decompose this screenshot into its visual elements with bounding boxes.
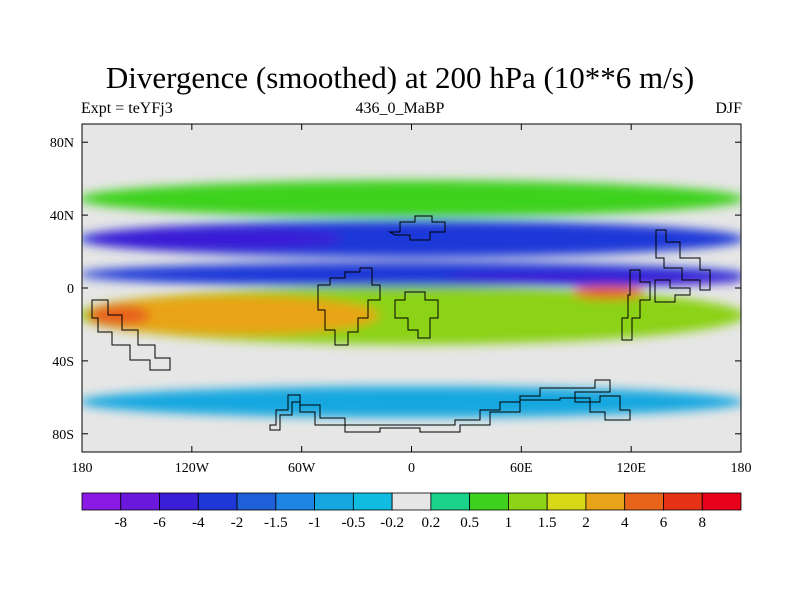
colorbar-swatch [701,492,742,511]
colorbar-label: -1 [308,515,321,531]
coastline-segment [394,291,439,339]
y-tick-label: 40N [50,209,74,224]
coastline-segment [654,279,691,303]
colorbar-label: -2 [231,515,244,531]
colorbar-label: 0.2 [422,515,441,531]
coastline-segment [655,229,711,291]
y-tick-label: 80N [50,136,74,151]
colorbar-swatch [663,492,703,511]
experiment-label: Expt = teYFj3 [81,100,173,117]
colorbar-label: 6 [660,515,668,531]
colorbar-label: -1.5 [264,515,288,531]
colorbar-label: -0.5 [341,515,365,531]
colorbar: -8 -6 -4 -2 -1.5 -1 -0.5 -0.2 0.2 0.5 1 1.5 2 4 6 8 [81,492,742,531]
colorbar-label: -0.2 [380,515,404,531]
y-tick-label: 40S [52,355,74,370]
colorbar-label: 2 [582,515,590,531]
field-southern-subtropical-core [87,227,343,250]
colorbar-label: 1 [505,515,513,531]
colorbar-label: -6 [153,515,166,531]
colorbar-swatch [197,492,238,511]
colorbar-swatch [624,492,664,511]
coastline-segment [269,379,631,433]
field-equatorial-core-east [444,271,741,287]
colorbar-swatch [469,492,509,511]
coastline-segment [317,267,381,346]
y-tick-label: 80S [52,428,74,443]
x-tick-label: 60W [288,461,316,476]
colorbar-label: 4 [621,515,629,531]
field-indian-ocean-peak [572,286,645,300]
coastlines [91,215,711,433]
colorbar-swatch [546,492,587,511]
x-tick-label: 180 [72,461,93,476]
colorbar-swatch [159,492,199,511]
x-tick-label: 60E [510,461,533,476]
colorbar-swatch [391,492,432,511]
colorbar-swatch [120,492,160,511]
x-tick-label: 120W [175,461,210,476]
coastline-segment [388,215,446,241]
x-tick-label: 120E [616,461,646,476]
chart-title: Divergence (smoothed) at 200 hPa (10**6 … [105,60,695,95]
colorbar-swatch [508,492,548,511]
colorbar-swatch [275,492,315,511]
colorbar-swatch [585,492,626,511]
colorbar-label: 8 [698,515,706,531]
field-tropical-divergence-core-west [87,295,379,336]
field-southern-midlatitude-band [82,386,741,418]
colorbar-label: 1.5 [538,515,557,531]
colorbar-swatch [236,492,277,511]
colorbar-swatch [352,492,393,511]
divergence-fields [82,180,741,418]
run-id-label: 436_0_MaBP [355,100,445,117]
axes: 180 120W 60W 0 60E 120E 180 80N 40N 0 40S 80S [50,124,752,476]
plot-area [82,124,741,452]
x-tick-label: 0 [408,461,415,476]
x-tick-label: 180 [731,461,752,476]
field-northern-midlatitude-band [82,180,741,218]
colorbar-swatch [81,492,122,511]
coastline-segment [621,269,651,341]
colorbar-label: -4 [192,515,205,531]
colorbar-swatch [314,492,354,511]
colorbar-label: -8 [115,515,128,531]
season-label: DJF [715,100,742,117]
y-tick-label: 0 [67,282,74,297]
colorbar-swatch [430,492,471,511]
field-shapes [82,180,741,418]
colorbar-label: 0.5 [460,515,479,531]
coastline-segment [91,299,171,371]
